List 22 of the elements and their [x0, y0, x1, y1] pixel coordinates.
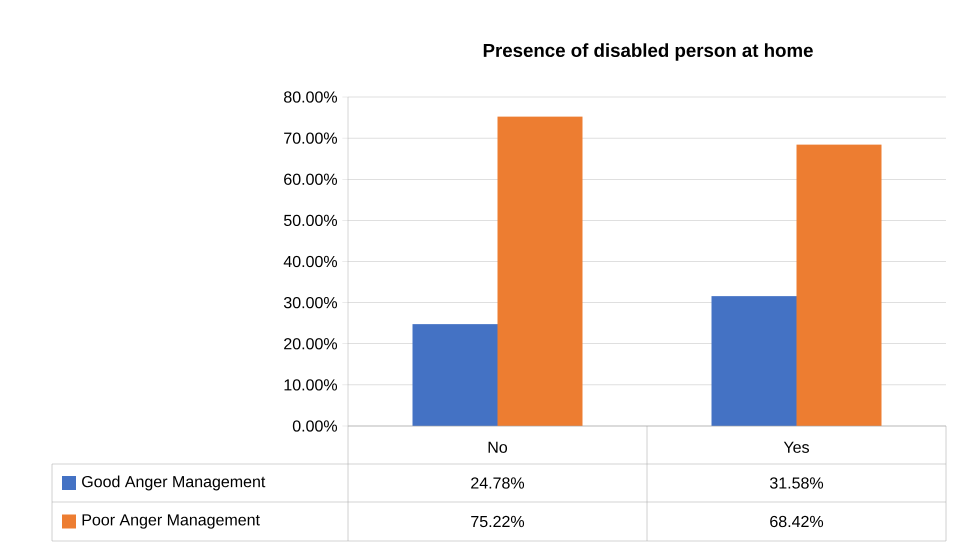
bar [498, 116, 583, 426]
y-tick-label: 80.00% [284, 91, 338, 103]
x-tick-label: No [488, 442, 508, 453]
legend-label: Good Anger Management [82, 476, 266, 490]
y-tick-label: 30.00% [284, 296, 338, 308]
bar [712, 296, 797, 426]
data-label: 75.22% [471, 516, 524, 528]
chart-title: Presence of disabled person at home [484, 43, 813, 61]
data-label: 68.42% [770, 516, 824, 528]
y-tick-label: 50.00% [284, 214, 338, 226]
data-label: 31.58% [770, 477, 824, 489]
data-label: 24.78% [471, 477, 524, 489]
y-tick-label: 70.00% [284, 132, 338, 144]
y-tick-label: 40.00% [284, 256, 338, 268]
y-tick-label: 60.00% [284, 174, 338, 185]
y-tick-label: 20.00% [284, 338, 338, 350]
legend-label: Poor Anger Management [82, 514, 260, 529]
bar [412, 324, 498, 426]
y-tick-label: 10.00% [284, 379, 338, 391]
x-tick-label: Yes [784, 442, 809, 453]
bar [796, 144, 882, 426]
y-tick-label: 0.00% [292, 420, 338, 432]
